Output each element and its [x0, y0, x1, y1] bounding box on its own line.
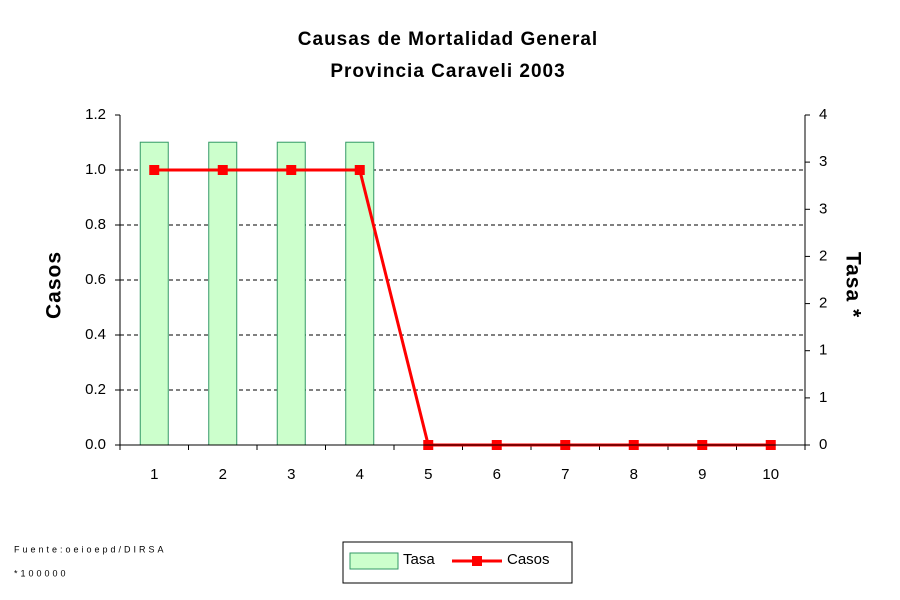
bar: [345, 141, 375, 446]
x-tick-label: 7: [561, 466, 569, 483]
y-tick-label: 1.2: [85, 106, 106, 123]
chart-subtitle: Provincia Caraveli 2003: [330, 61, 565, 82]
x-tick-label: 3: [287, 466, 295, 483]
y2-tick-label: 3: [819, 153, 827, 170]
y2-axis-title: Tasa *: [841, 252, 864, 318]
x-tick-label: 5: [424, 466, 432, 483]
y-tick-label: 0.8: [85, 216, 106, 233]
y-tick-label: 0.2: [85, 381, 106, 398]
legend-label: Casos: [507, 551, 550, 568]
x-tick-label: 1: [150, 466, 158, 483]
chart-title: Causas de Mortalidad General: [298, 29, 598, 50]
legend-swatch: [349, 552, 399, 570]
x-tick-label: 6: [493, 466, 501, 483]
x-tick-label: 8: [630, 466, 638, 483]
footnote: *100000: [14, 568, 69, 578]
bar: [139, 141, 169, 446]
y2-tick-label: 0: [819, 436, 827, 453]
x-tick-label: 9: [698, 466, 706, 483]
marker: [149, 165, 160, 175]
x-tick-label: 10: [762, 466, 779, 483]
marker: [286, 165, 297, 175]
x-tick-label: 4: [356, 466, 364, 483]
y2-tick-label: 1: [819, 389, 827, 406]
y-tick-label: 0.6: [85, 271, 106, 288]
marker: [354, 165, 365, 175]
bar: [276, 141, 306, 446]
y-tick-label: 1.0: [85, 161, 106, 178]
y-tick-label: 0.4: [85, 326, 106, 343]
y2-tick-label: 1: [819, 342, 827, 359]
line: [154, 168, 771, 447]
x-tick-label: 2: [219, 466, 227, 483]
marker: [217, 165, 228, 175]
y2-tick-label: 2: [819, 247, 827, 264]
bar: [208, 141, 238, 446]
y-axis-title: Casos: [43, 251, 66, 319]
y2-tick-label: 3: [819, 200, 827, 217]
source-note: Fuente:oeioepd/DIRSA: [14, 544, 167, 554]
legend-label: Tasa: [403, 551, 435, 568]
y-tick-label: 0.0: [85, 436, 106, 453]
legend-marker: [472, 556, 482, 566]
y2-tick-label: 4: [819, 106, 827, 123]
y2-tick-label: 2: [819, 295, 827, 312]
